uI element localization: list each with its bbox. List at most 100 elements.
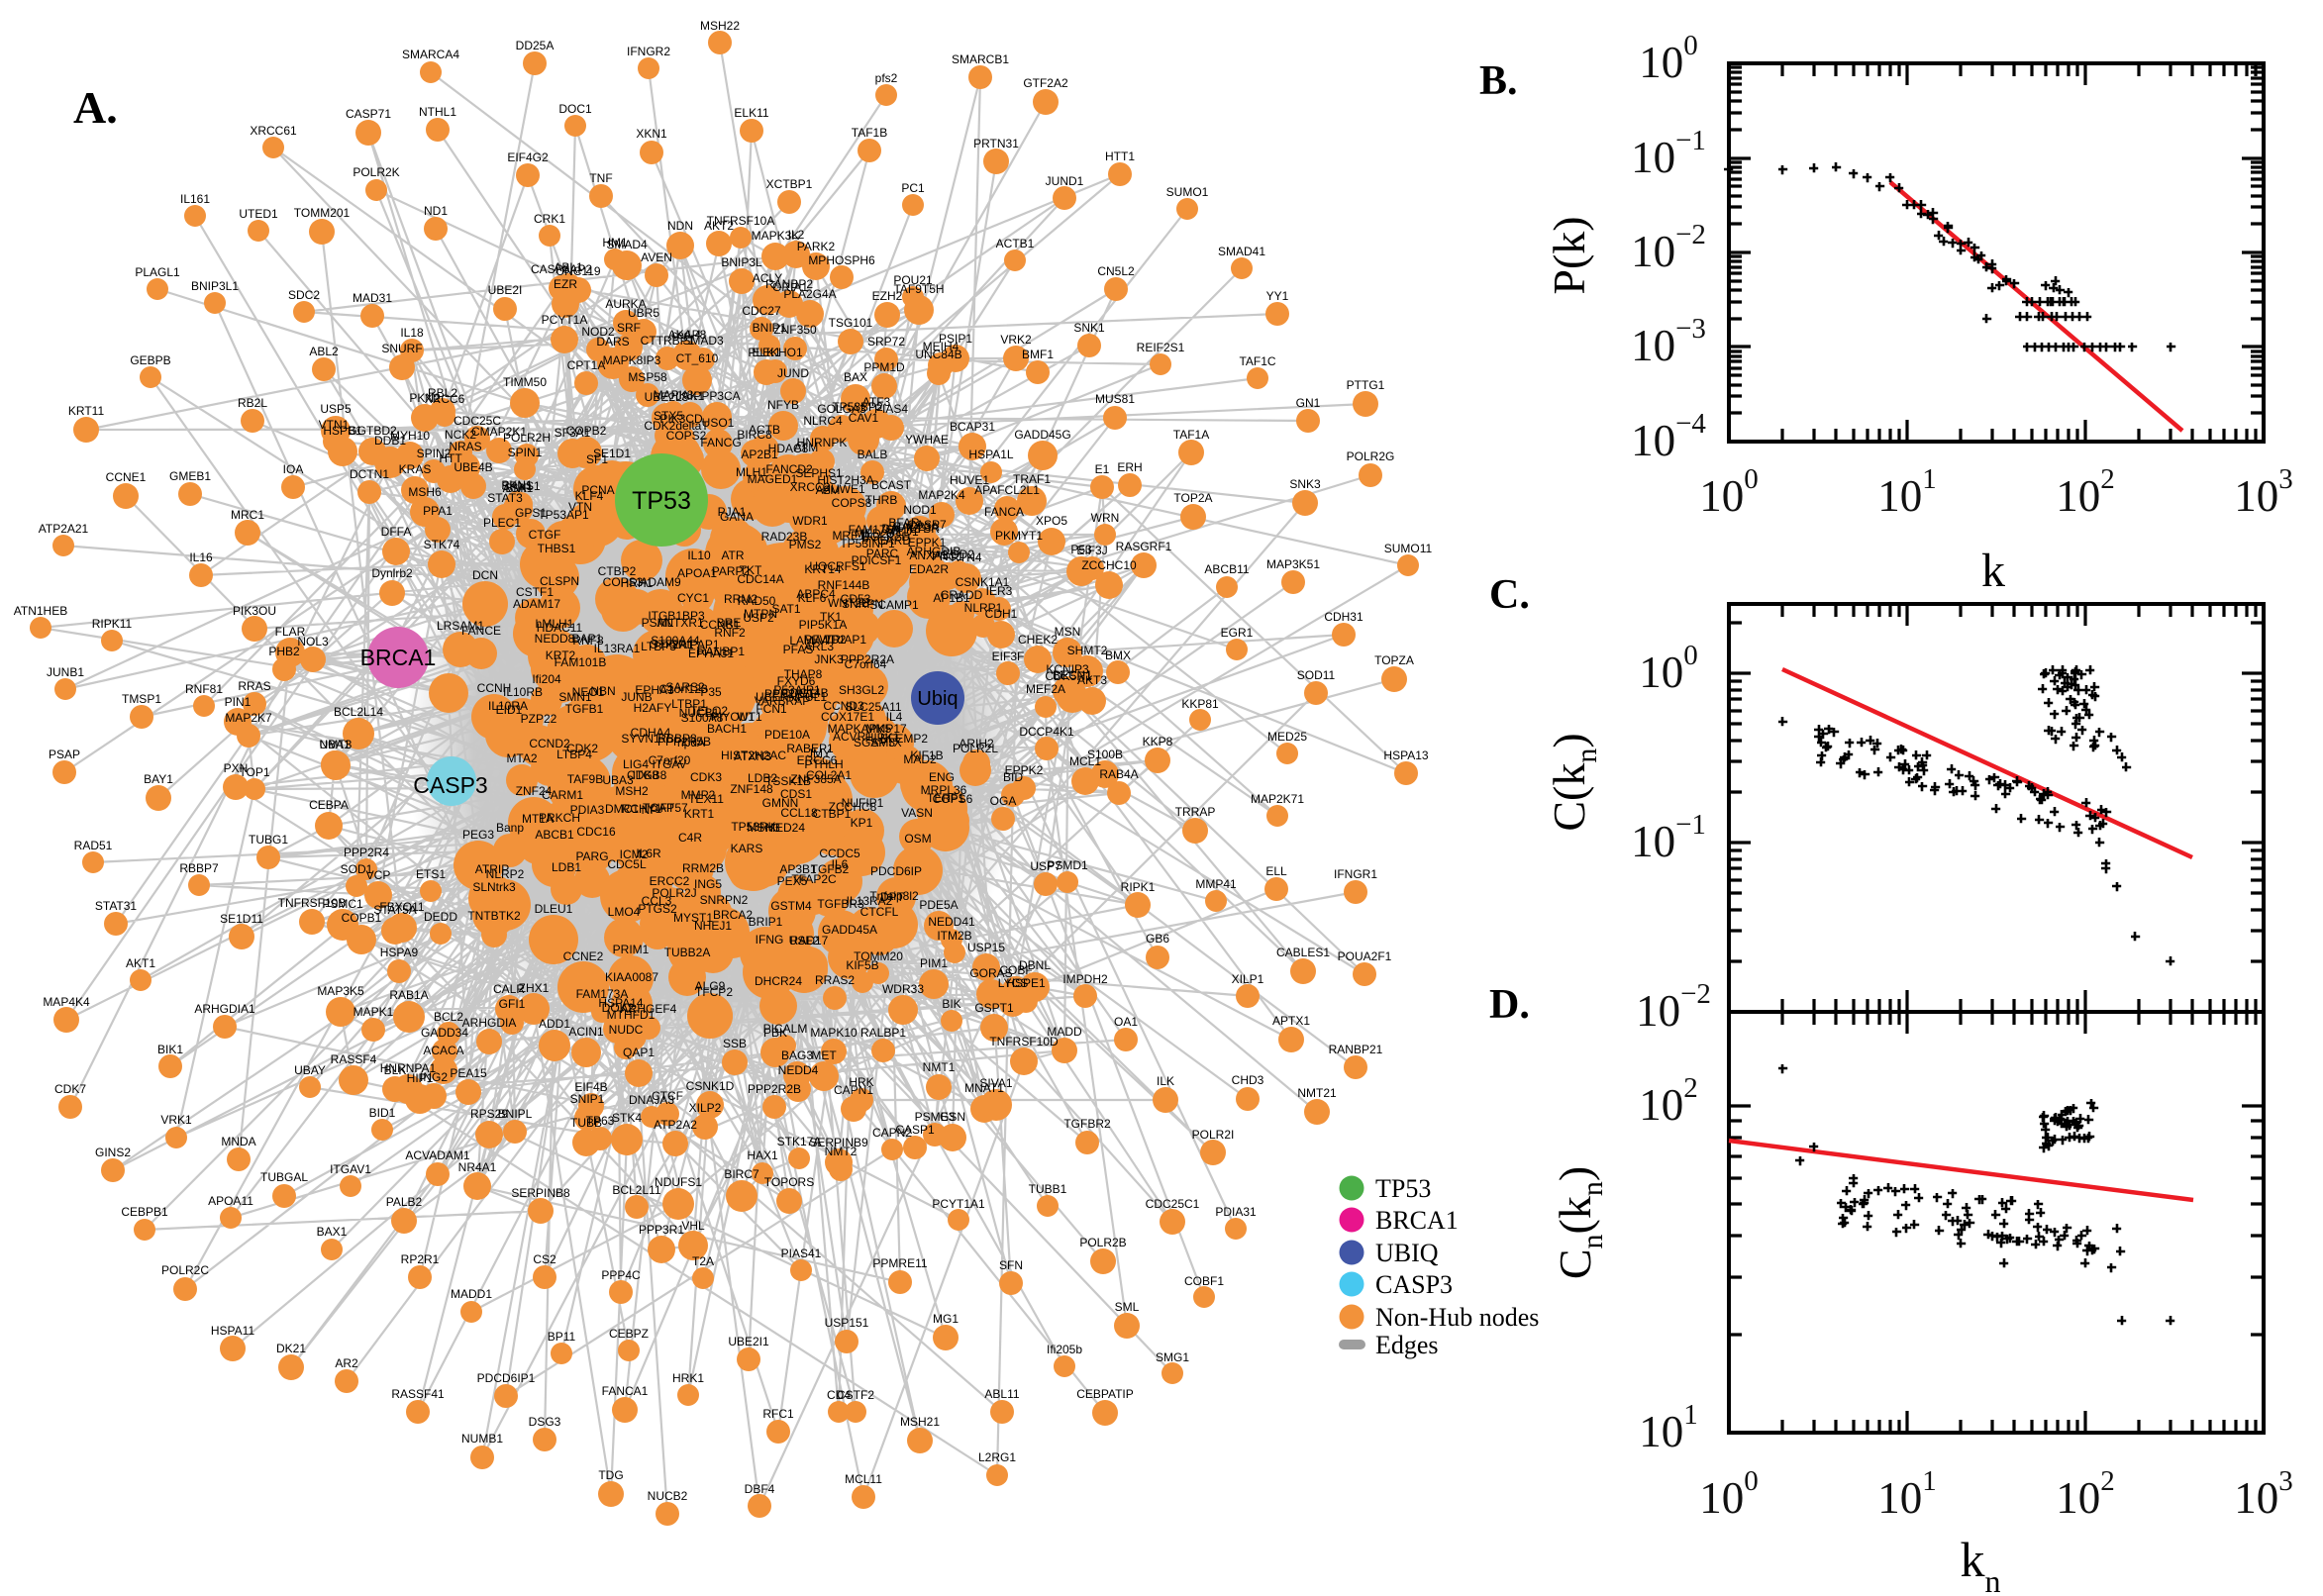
svg-text:P35: P35 [700, 685, 722, 699]
svg-text:CRK1: CRK1 [534, 212, 565, 226]
svg-text:MAPK1: MAPK1 [354, 1005, 394, 1019]
svg-text:PPA1: PPA1 [423, 504, 453, 518]
svg-text:BCAST: BCAST [871, 478, 912, 492]
svg-text:BALB: BALB [858, 448, 888, 461]
svg-text:TUBB2A: TUBB2A [664, 946, 711, 959]
svg-text:NEO1: NEO1 [572, 685, 605, 699]
svg-text:VASN: VASN [901, 806, 933, 820]
svg-text:TDG: TDG [598, 1468, 623, 1482]
svg-text:TSSK1B: TSSK1B [765, 774, 811, 788]
svg-text:ND1: ND1 [424, 204, 448, 218]
svg-text:MEF2A: MEF2A [1026, 682, 1065, 696]
svg-text:GEBPB: GEBPB [130, 353, 170, 367]
svg-text:CDC25C1: CDC25C1 [1146, 1197, 1200, 1211]
svg-text:10−2: 10−2 [1636, 978, 1711, 1036]
svg-text:MTA2: MTA2 [506, 751, 537, 765]
svg-text:DD25A: DD25A [516, 39, 555, 52]
svg-text:KKP81: KKP81 [1181, 697, 1219, 711]
svg-text:MRPL36: MRPL36 [921, 783, 967, 797]
svg-text:TOP1: TOP1 [239, 765, 269, 779]
svg-text:GPS1: GPS1 [515, 506, 547, 520]
svg-text:ATXN3: ATXN3 [734, 749, 771, 763]
svg-text:APTX1: APTX1 [1272, 1014, 1310, 1028]
svg-text:PC1: PC1 [901, 181, 925, 195]
svg-text:PTGS2: PTGS2 [638, 902, 677, 916]
svg-text:DCTN1: DCTN1 [350, 467, 389, 481]
svg-text:IL4: IL4 [886, 710, 903, 724]
svg-text:ICM2: ICM2 [620, 848, 649, 861]
svg-text:WRN: WRN [1091, 511, 1120, 525]
svg-text:DCCP4K1: DCCP4K1 [1019, 725, 1074, 739]
svg-text:SOD1: SOD1 [341, 862, 373, 876]
svg-text:COPS6: COPS6 [933, 792, 973, 806]
svg-text:pfs2: pfs2 [875, 71, 898, 85]
svg-text:NFYB: NFYB [767, 398, 799, 412]
svg-text:USP5: USP5 [320, 402, 352, 416]
svg-text:GMEB1: GMEB1 [169, 469, 211, 483]
svg-text:BRCA2: BRCA2 [713, 908, 753, 922]
svg-text:ATF3: ATF3 [862, 395, 891, 409]
svg-text:ZCCHC8: ZCCHC8 [829, 800, 877, 814]
svg-text:CSTF1: CSTF1 [516, 585, 554, 599]
svg-text:PARP2: PARP2 [712, 564, 751, 578]
svg-text:PJA1: PJA1 [718, 505, 747, 519]
svg-text:SE1D1: SE1D1 [593, 447, 631, 460]
svg-text:POLR2L: POLR2L [953, 742, 998, 755]
svg-text:DBF4: DBF4 [745, 1482, 775, 1496]
svg-text:RAD23A: RAD23A [893, 520, 940, 534]
svg-text:MTPN: MTPN [744, 607, 777, 621]
svg-text:RASSF4: RASSF4 [331, 1052, 377, 1066]
svg-text:MNDA: MNDA [221, 1135, 255, 1148]
svg-text:BIK1: BIK1 [157, 1043, 183, 1056]
svg-text:PDCD6IP: PDCD6IP [870, 864, 922, 878]
svg-text:XILP2: XILP2 [689, 1101, 722, 1115]
svg-text:WDR1: WDR1 [792, 514, 828, 528]
svg-text:ced-4: ced-4 [671, 328, 701, 342]
svg-text:FANCE: FANCE [461, 624, 501, 638]
svg-text:MAPK3K: MAPK3K [752, 229, 800, 243]
svg-text:CCNB1: CCNB1 [700, 618, 741, 632]
svg-text:LTBP1: LTBP1 [671, 697, 707, 711]
svg-text:PCYT1A: PCYT1A [542, 313, 588, 327]
svg-text:NOL3: NOL3 [297, 635, 329, 648]
svg-text:USP2: USP2 [743, 611, 774, 625]
svg-text:ZNF148: ZNF148 [730, 782, 773, 796]
svg-text:EPPK2: EPPK2 [1005, 763, 1044, 777]
svg-text:TGFB1: TGFB1 [565, 702, 604, 716]
svg-text:BACH1: BACH1 [707, 722, 747, 736]
svg-text:AP1B1: AP1B1 [933, 591, 970, 605]
svg-text:CAPN2: CAPN2 [872, 1126, 912, 1140]
svg-text:BRCA1: BRCA1 [360, 645, 437, 670]
svg-text:TKT: TKT [740, 563, 762, 577]
svg-text:CDC14A: CDC14A [737, 572, 783, 586]
svg-text:NMT2: NMT2 [825, 1145, 858, 1158]
svg-text:DHCR24: DHCR24 [755, 974, 802, 988]
svg-text:HAX1: HAX1 [747, 1148, 778, 1162]
svg-text:CCL3: CCL3 [642, 894, 672, 908]
svg-text:MSH3: MSH3 [747, 821, 780, 835]
svg-text:SIVA1: SIVA1 [979, 1076, 1012, 1090]
svg-text:SMARCB1: SMARCB1 [952, 52, 1009, 66]
svg-text:HTT: HTT [439, 451, 462, 465]
svg-text:MG1: MG1 [933, 1312, 959, 1326]
svg-text:UNC84B: UNC84B [915, 348, 961, 361]
svg-text:SPNS1: SPNS1 [501, 479, 541, 493]
svg-text:SNRPN2: SNRPN2 [700, 893, 749, 907]
svg-text:RPS29: RPS29 [470, 1107, 508, 1121]
svg-text:COPS3: COPS3 [603, 575, 644, 589]
svg-text:TNFRSF10D: TNFRSF10D [989, 1035, 1059, 1048]
svg-text:POLR2C: POLR2C [161, 1263, 209, 1277]
svg-text:NUMB1: NUMB1 [461, 1432, 503, 1446]
svg-text:KRT11: KRT11 [68, 404, 105, 418]
svg-text:RAD17: RAD17 [790, 934, 829, 948]
svg-text:VCP: VCP [366, 868, 391, 882]
svg-text:TRAF1: TRAF1 [1013, 472, 1051, 486]
svg-text:CHEK2: CHEK2 [1018, 633, 1058, 647]
svg-text:SPIN2: SPIN2 [417, 447, 452, 460]
svg-text:USF2: USF2 [789, 934, 820, 948]
svg-text:CTCF: CTCF [652, 1089, 683, 1103]
svg-text:APOA11: APOA11 [208, 1194, 253, 1208]
svg-text:Ubiq: Ubiq [917, 688, 958, 710]
svg-text:PLA2G4A: PLA2G4A [783, 287, 836, 301]
svg-text:MRE11: MRE11 [832, 529, 870, 543]
